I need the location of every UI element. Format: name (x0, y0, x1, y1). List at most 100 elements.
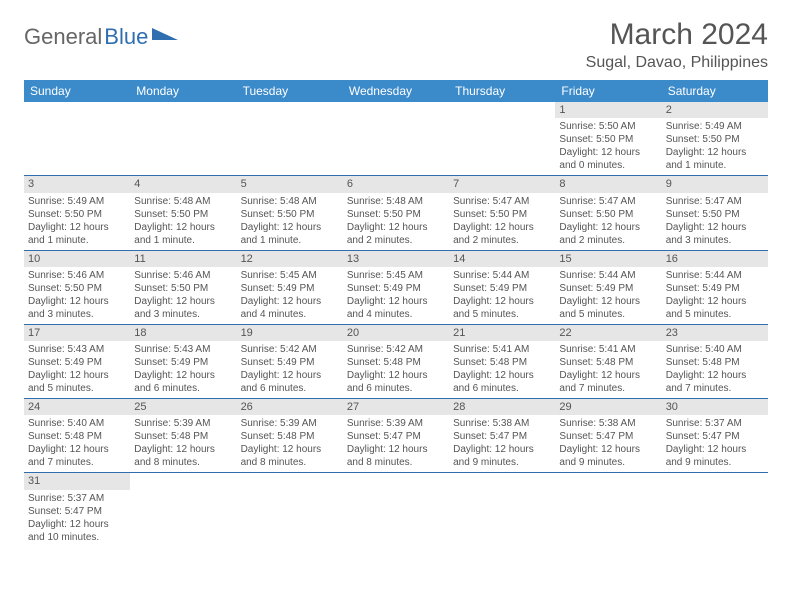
sunset-line: Sunset: 5:49 PM (134, 356, 232, 369)
day-number: 30 (662, 399, 768, 415)
calendar-cell: 28Sunrise: 5:38 AMSunset: 5:47 PMDayligh… (449, 399, 555, 473)
calendar-cell: 21Sunrise: 5:41 AMSunset: 5:48 PMDayligh… (449, 324, 555, 398)
sunset-line: Sunset: 5:50 PM (28, 282, 126, 295)
sunset-line: Sunset: 5:50 PM (28, 208, 126, 221)
daylight-line: Daylight: 12 hours and 5 minutes. (559, 295, 657, 321)
calendar-cell-empty (449, 102, 555, 176)
calendar-cell-empty (343, 473, 449, 547)
sunset-line: Sunset: 5:49 PM (28, 356, 126, 369)
calendar-row: 3Sunrise: 5:49 AMSunset: 5:50 PMDaylight… (24, 176, 768, 250)
sunset-line: Sunset: 5:50 PM (666, 208, 764, 221)
day-number: 22 (555, 325, 661, 341)
sunrise-line: Sunrise: 5:47 AM (453, 195, 551, 208)
day-number: 14 (449, 251, 555, 267)
sunrise-line: Sunrise: 5:44 AM (559, 269, 657, 282)
calendar-cell-empty (449, 473, 555, 547)
day-number: 19 (237, 325, 343, 341)
sunrise-line: Sunrise: 5:49 AM (28, 195, 126, 208)
calendar-cell: 29Sunrise: 5:38 AMSunset: 5:47 PMDayligh… (555, 399, 661, 473)
calendar-cell: 10Sunrise: 5:46 AMSunset: 5:50 PMDayligh… (24, 250, 130, 324)
daylight-line: Daylight: 12 hours and 2 minutes. (559, 221, 657, 247)
sunrise-line: Sunrise: 5:39 AM (241, 417, 339, 430)
sunset-line: Sunset: 5:50 PM (559, 208, 657, 221)
day-number: 10 (24, 251, 130, 267)
sunrise-line: Sunrise: 5:42 AM (347, 343, 445, 356)
day-number: 8 (555, 176, 661, 192)
sunrise-line: Sunrise: 5:45 AM (241, 269, 339, 282)
daylight-line: Daylight: 12 hours and 9 minutes. (666, 443, 764, 469)
daylight-line: Daylight: 12 hours and 10 minutes. (28, 518, 126, 544)
sunrise-line: Sunrise: 5:48 AM (134, 195, 232, 208)
day-number: 23 (662, 325, 768, 341)
sunrise-line: Sunrise: 5:44 AM (666, 269, 764, 282)
calendar-cell-empty (24, 102, 130, 176)
sunrise-line: Sunrise: 5:49 AM (666, 120, 764, 133)
daylight-line: Daylight: 12 hours and 6 minutes. (241, 369, 339, 395)
calendar-cell: 23Sunrise: 5:40 AMSunset: 5:48 PMDayligh… (662, 324, 768, 398)
calendar-cell: 31Sunrise: 5:37 AMSunset: 5:47 PMDayligh… (24, 473, 130, 547)
calendar-cell: 6Sunrise: 5:48 AMSunset: 5:50 PMDaylight… (343, 176, 449, 250)
sunset-line: Sunset: 5:50 PM (559, 133, 657, 146)
title-block: March 2024 Sugal, Davao, Philippines (586, 18, 768, 72)
daylight-line: Daylight: 12 hours and 4 minutes. (241, 295, 339, 321)
logo-text-blue: Blue (104, 24, 148, 50)
daylight-line: Daylight: 12 hours and 8 minutes. (241, 443, 339, 469)
location-subtitle: Sugal, Davao, Philippines (586, 54, 768, 72)
sunset-line: Sunset: 5:49 PM (241, 356, 339, 369)
calendar-row: 10Sunrise: 5:46 AMSunset: 5:50 PMDayligh… (24, 250, 768, 324)
calendar-cell: 30 Sunrise: 5:37 AMSunset: 5:47 PMDayligh… (662, 399, 768, 473)
calendar-header-row: SundayMondayTuesdayWednesdayThursdayFrid… (24, 80, 768, 102)
calendar-table: SundayMondayTuesdayWednesdayThursdayFrid… (24, 80, 768, 547)
sunrise-line: Sunrise: 5:37 AM (666, 417, 764, 430)
daylight-line: Daylight: 12 hours and 9 minutes. (453, 443, 551, 469)
daylight-line: Daylight: 12 hours and 4 minutes. (347, 295, 445, 321)
daylight-line: Daylight: 12 hours and 8 minutes. (134, 443, 232, 469)
calendar-cell: 19Sunrise: 5:42 AMSunset: 5:49 PMDayligh… (237, 324, 343, 398)
day-number: 16 (662, 251, 768, 267)
weekday-header: Thursday (449, 80, 555, 102)
weekday-header: Sunday (24, 80, 130, 102)
sunset-line: Sunset: 5:48 PM (453, 356, 551, 369)
sunset-line: Sunset: 5:48 PM (666, 356, 764, 369)
calendar-cell: 3Sunrise: 5:49 AMSunset: 5:50 PMDaylight… (24, 176, 130, 250)
sunset-line: Sunset: 5:47 PM (559, 430, 657, 443)
day-number: 27 (343, 399, 449, 415)
sunset-line: Sunset: 5:49 PM (453, 282, 551, 295)
flag-icon (152, 26, 178, 49)
daylight-line: Daylight: 12 hours and 7 minutes. (559, 369, 657, 395)
day-number: 29 (555, 399, 661, 415)
daylight-line: Daylight: 12 hours and 3 minutes. (134, 295, 232, 321)
calendar-body: 1Sunrise: 5:50 AMSunset: 5:50 PMDaylight… (24, 102, 768, 547)
weekday-header: Friday (555, 80, 661, 102)
sunrise-line: Sunrise: 5:44 AM (453, 269, 551, 282)
page-header: GeneralBlue March 2024 Sugal, Davao, Phi… (24, 18, 768, 72)
day-number: 20 (343, 325, 449, 341)
daylight-line: Daylight: 12 hours and 9 minutes. (559, 443, 657, 469)
daylight-line: Daylight: 12 hours and 6 minutes. (347, 369, 445, 395)
daylight-line: Daylight: 12 hours and 7 minutes. (28, 443, 126, 469)
sunset-line: Sunset: 5:48 PM (134, 430, 232, 443)
sunrise-line: Sunrise: 5:37 AM (28, 492, 126, 505)
calendar-cell: 8Sunrise: 5:47 AMSunset: 5:50 PMDaylight… (555, 176, 661, 250)
day-number: 12 (237, 251, 343, 267)
sunrise-line: Sunrise: 5:41 AM (559, 343, 657, 356)
calendar-row: 31Sunrise: 5:37 AMSunset: 5:47 PMDayligh… (24, 473, 768, 547)
day-number: 18 (130, 325, 236, 341)
sunset-line: Sunset: 5:47 PM (666, 430, 764, 443)
day-number: 24 (24, 399, 130, 415)
calendar-cell: 16Sunrise: 5:44 AMSunset: 5:49 PMDayligh… (662, 250, 768, 324)
daylight-line: Daylight: 12 hours and 6 minutes. (453, 369, 551, 395)
day-number: 11 (130, 251, 236, 267)
sunset-line: Sunset: 5:49 PM (241, 282, 339, 295)
day-number: 13 (343, 251, 449, 267)
daylight-line: Daylight: 12 hours and 8 minutes. (347, 443, 445, 469)
day-number: 6 (343, 176, 449, 192)
weekday-header: Tuesday (237, 80, 343, 102)
daylight-line: Daylight: 12 hours and 7 minutes. (666, 369, 764, 395)
day-number: 2 (662, 102, 768, 118)
calendar-cell: 25Sunrise: 5:39 AMSunset: 5:48 PMDayligh… (130, 399, 236, 473)
sunset-line: Sunset: 5:48 PM (28, 430, 126, 443)
day-number: 4 (130, 176, 236, 192)
calendar-cell: 13Sunrise: 5:45 AMSunset: 5:49 PMDayligh… (343, 250, 449, 324)
calendar-cell: 26Sunrise: 5:39 AMSunset: 5:48 PMDayligh… (237, 399, 343, 473)
